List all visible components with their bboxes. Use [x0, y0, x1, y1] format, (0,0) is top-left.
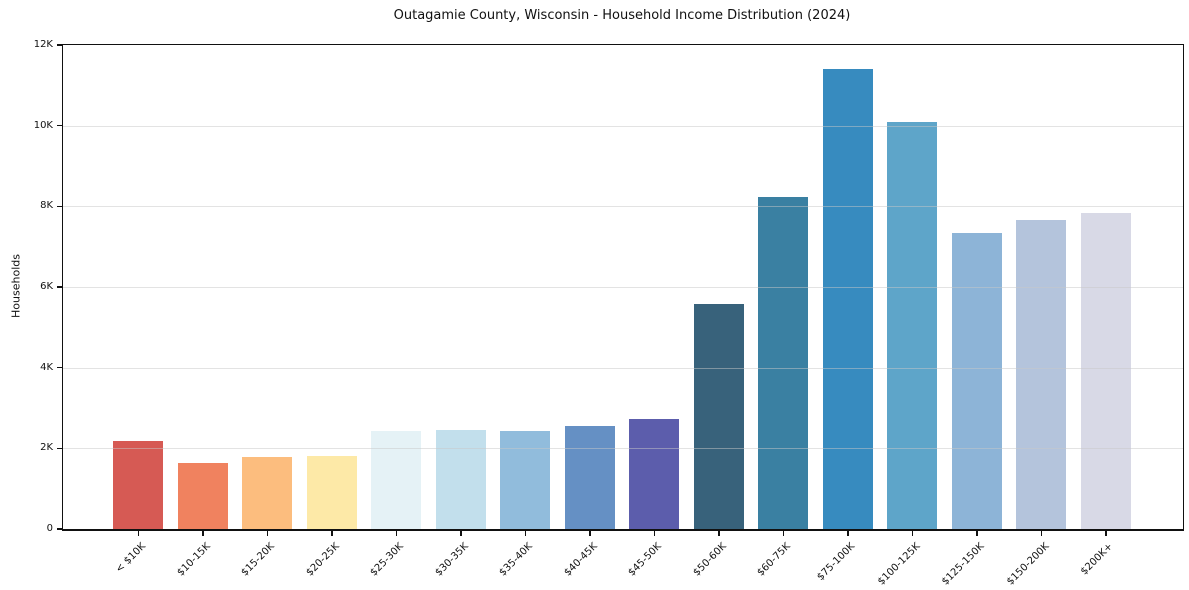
bar — [887, 122, 938, 529]
y-tick-label: 2K — [40, 442, 53, 454]
plot-area: 0 2K 4K 6K 8K 10K 12K < $10K $10-15K $15-20K $20-2… — [34, 39, 1184, 587]
y-tick-label: 10K — [33, 119, 53, 131]
x-tick-mark — [460, 531, 462, 536]
x-tick-mark — [847, 531, 849, 536]
bar — [564, 426, 615, 529]
x-tick-label-text: < $10K — [113, 541, 149, 576]
x-tick-label-text: $15-20K — [239, 541, 278, 579]
x-tick-label-text: $35-40K — [497, 541, 536, 579]
y-tick-label: 4K — [40, 361, 53, 373]
bar — [1016, 219, 1067, 529]
bar — [758, 196, 809, 529]
x-tick-label-text: $100-125K — [875, 541, 923, 588]
x-tick-label-text: $10-15K — [175, 541, 213, 579]
bar — [242, 456, 293, 529]
x-tick-label-text: $20-25K — [304, 541, 342, 579]
y-tick-mark — [56, 366, 62, 369]
y-tick-mark — [56, 205, 62, 208]
bar — [951, 232, 1002, 529]
x-tick-mark — [976, 531, 978, 536]
y-tick-label: 8K — [40, 200, 53, 212]
gridline-10000 — [63, 125, 1183, 127]
bar — [435, 429, 486, 529]
x-tick-mark — [266, 531, 268, 536]
x-tick-label-text: $200K+ — [1079, 541, 1116, 578]
x-tick-mark — [202, 531, 204, 536]
y-tick-label: 12K — [33, 39, 53, 50]
x-tick-mark — [718, 531, 720, 536]
y-tick-mark — [56, 528, 62, 530]
bar — [177, 463, 228, 529]
gridline-4000 — [63, 367, 1183, 369]
y-tick-label: 0 — [46, 523, 53, 534]
gridline-6000 — [63, 287, 1183, 288]
y-tick-label: 6K — [40, 281, 53, 292]
gridline-8000 — [63, 206, 1183, 208]
x-tick-label-text: $25-30K — [368, 541, 407, 579]
x-tick-mark — [911, 531, 913, 536]
bar — [113, 441, 164, 529]
x-tick-label-text: $150-200K — [1004, 541, 1052, 588]
bar — [629, 418, 680, 529]
y-tick-mark — [56, 447, 62, 450]
x-tick-mark — [395, 531, 397, 536]
x-tick-mark — [1040, 531, 1042, 536]
bar — [822, 69, 873, 529]
x-tick-mark — [331, 531, 333, 536]
x-tick-label-text: $60-75K — [755, 541, 794, 579]
gridline-2000 — [63, 448, 1183, 450]
x-tick-label-text: $45-50K — [626, 541, 665, 579]
x-tick-label-text: $75-100K — [815, 541, 858, 583]
bar — [371, 430, 422, 529]
y-tick-mark — [56, 44, 62, 46]
x-tick-mark — [589, 531, 591, 536]
y-tick-mark — [56, 124, 62, 127]
y-tick-mark — [56, 286, 62, 288]
bar — [693, 303, 744, 529]
x-tick-mark — [524, 531, 526, 536]
x-tick-mark — [653, 531, 655, 536]
x-tick-mark — [1105, 531, 1107, 536]
bar — [500, 431, 551, 529]
bar — [306, 456, 357, 529]
chart-title: Outagamie County, Wisconsin - Household … — [393, 8, 851, 23]
bar — [1080, 212, 1131, 529]
x-tick-mark — [137, 531, 139, 536]
x-tick-mark — [782, 531, 784, 536]
x-tick-label-text: $50-60K — [691, 541, 729, 579]
x-tick-label-text: $40-45K — [562, 541, 600, 579]
x-tick-label-text: $30-35K — [433, 541, 471, 579]
x-tick-label-text: $125-150K — [940, 541, 987, 588]
